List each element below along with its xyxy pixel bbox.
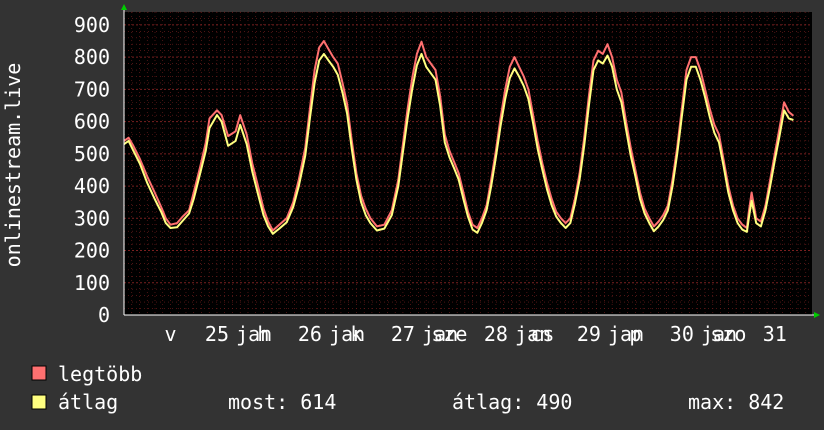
y-tick-label: 800: [74, 45, 110, 69]
y-tick-label: 600: [74, 110, 110, 134]
axes: [121, 4, 820, 318]
y-axis-label: onlinestream.live: [1, 63, 25, 268]
x-tick-label: 30: [670, 322, 694, 346]
y-tick-label: 400: [74, 174, 110, 198]
legend-swatch-legtobb: [31, 365, 47, 381]
y-tick-label: 0: [98, 303, 110, 327]
x-tick-label: jan: [236, 322, 272, 346]
x-tick-label: sze: [431, 322, 467, 346]
y-tick-label: 300: [74, 206, 110, 230]
x-tick-label: 31: [763, 322, 787, 346]
x-tick-label: 29: [577, 322, 601, 346]
legend-swatch-atlag: [31, 394, 47, 410]
x-tick-label: jan: [701, 322, 737, 346]
series-line-legtobb: [123, 40, 795, 232]
y-tick-label: 100: [74, 271, 110, 295]
legend-label-legtobb: legtöbb: [58, 362, 142, 386]
y-axis-arrow: [121, 4, 127, 10]
y-tick-label: 500: [74, 142, 110, 166]
y-tick-label: 700: [74, 77, 110, 101]
stat-atlag: átlag: 490: [452, 390, 572, 414]
series-line-atlag: [123, 52, 794, 235]
x-tick-label: jan: [515, 322, 551, 346]
legend: legtöbb átlag: [31, 362, 142, 414]
stat-most: most: 614: [228, 390, 336, 414]
y-tick-label: 200: [74, 239, 110, 263]
x-tick-label: h: [257, 322, 269, 346]
series-lines: [123, 40, 795, 235]
y-tick-label: 900: [74, 13, 110, 37]
stat-max: max: 842: [688, 390, 784, 414]
x-tick-label: jan: [608, 322, 644, 346]
x-tick-label: jan: [422, 322, 458, 346]
x-tick-label: v: [164, 322, 176, 346]
x-tick-label: 28: [484, 322, 508, 346]
x-tick-label: p: [629, 322, 641, 346]
x-tick-label: 27: [391, 322, 415, 346]
x-tick-label: 26: [298, 322, 322, 346]
grid: [123, 11, 812, 316]
x-tick-label: k: [350, 322, 362, 346]
y-tick-labels: 0 100 200 300 400 500 600 700 800 900: [74, 13, 110, 327]
x-tick-label: cs: [530, 322, 554, 346]
x-tick-label: 25: [205, 322, 229, 346]
legend-label-atlag: átlag: [58, 390, 118, 414]
x-axis-arrow: [814, 312, 820, 318]
x-tick-label: szo: [710, 322, 746, 346]
x-tick-label: jan: [329, 322, 365, 346]
